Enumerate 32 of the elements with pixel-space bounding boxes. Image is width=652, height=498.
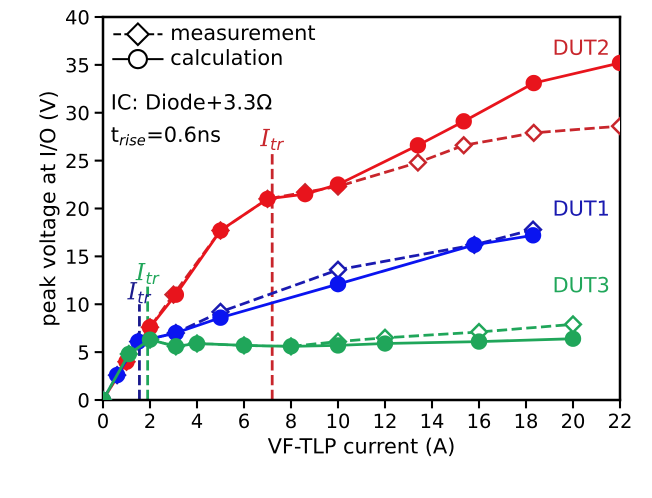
x-tick-label: 0 [98, 414, 108, 428]
y-axis-title: peak voltage at I/O (V) [39, 92, 60, 325]
x-tick-label: 8 [286, 414, 296, 428]
x-tick-label: 6 [239, 414, 249, 428]
x-tick-label: 12 [374, 414, 396, 428]
annotation: DUT2 [554, 39, 608, 56]
y-tick-label: 25 [66, 154, 88, 168]
y-tick-label: 35 [66, 58, 88, 73]
x-tick-label: 20 [562, 414, 584, 428]
y-tick-label: 0 [78, 392, 89, 408]
annotation: t$_{rise}$=0.6ns [111, 126, 220, 146]
annotation: measurement [172, 25, 316, 40]
annotation: DUT1 [554, 200, 608, 216]
x-tick-label: 10 [328, 414, 350, 428]
annotation: calculation [171, 49, 282, 66]
annotation: DUT3 [554, 276, 608, 293]
y-tick-label: 5 [78, 345, 88, 360]
x-tick-label: 4 [192, 414, 202, 428]
x-axis-title: VF-TLP current (A) [268, 438, 454, 456]
annotation: I$_{tr}$ [135, 262, 160, 284]
y-tick-label: 40 [66, 10, 89, 25]
annotation: IC: Diode+3.3Ω [112, 94, 272, 110]
x-tick-label: 2 [145, 414, 154, 428]
y-tick-label: 15 [67, 250, 88, 264]
y-tick-label: 10 [67, 297, 89, 312]
x-tick-label: 14 [422, 414, 444, 428]
x-tick-label: 18 [516, 414, 538, 428]
x-tick-label: 22 [609, 414, 630, 428]
y-tick-label: 20 [66, 201, 89, 216]
annotation: I$_{tr}$ [260, 128, 284, 150]
y-tick-label: 30 [66, 106, 89, 120]
x-tick-label: 16 [468, 414, 490, 428]
